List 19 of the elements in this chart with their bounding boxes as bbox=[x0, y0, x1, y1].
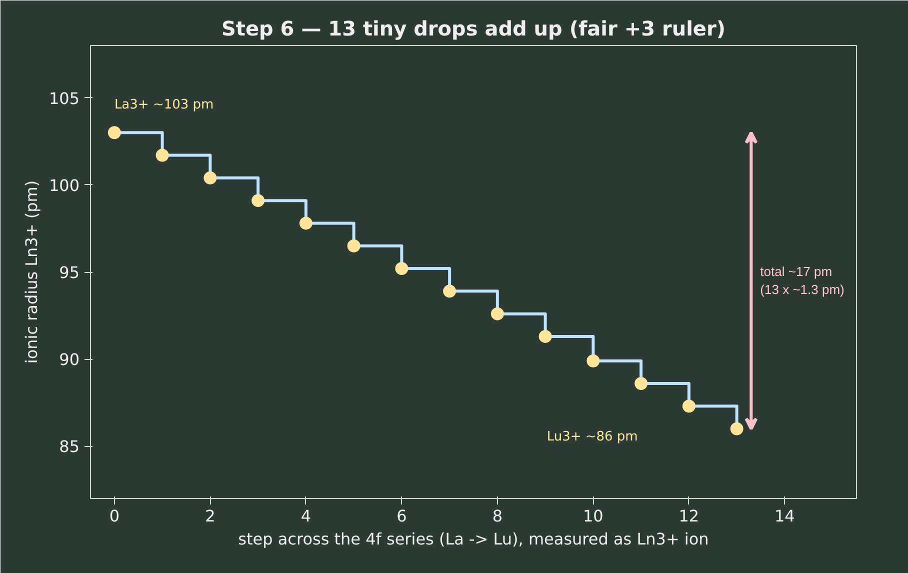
y-tick-label: 95 bbox=[59, 263, 80, 282]
x-tick-label: 14 bbox=[774, 506, 795, 526]
x-tick-label: 4 bbox=[300, 506, 312, 526]
annotation: La3+ ~103 pm bbox=[114, 98, 214, 113]
y-axis-title: ionic radius Ln3+ (pm) bbox=[22, 180, 41, 364]
x-tick-label: 10 bbox=[583, 506, 604, 526]
y-tick-label: 90 bbox=[59, 350, 80, 370]
x-tick-label: 6 bbox=[396, 506, 407, 526]
y-tick-label: 105 bbox=[48, 88, 80, 108]
annotation: total ~17 pm (13 x ~1.3 pm) bbox=[760, 264, 844, 298]
annotation: Lu3+ ~86 pm bbox=[546, 429, 638, 444]
chart-title: Step 6 — 13 tiny drops add up (fair +3 ruler) bbox=[222, 16, 726, 40]
y-tick-label: 100 bbox=[48, 176, 80, 195]
x-tick-label: 2 bbox=[205, 506, 216, 526]
y-tick-label: 85 bbox=[59, 437, 80, 456]
x-tick-label: 8 bbox=[492, 506, 503, 526]
x-tick-label: 0 bbox=[109, 506, 120, 526]
x-axis-title: step across the 4f series (La -> Lu), measured as Ln3+ ion bbox=[238, 530, 709, 548]
x-tick-label: 12 bbox=[678, 506, 700, 526]
